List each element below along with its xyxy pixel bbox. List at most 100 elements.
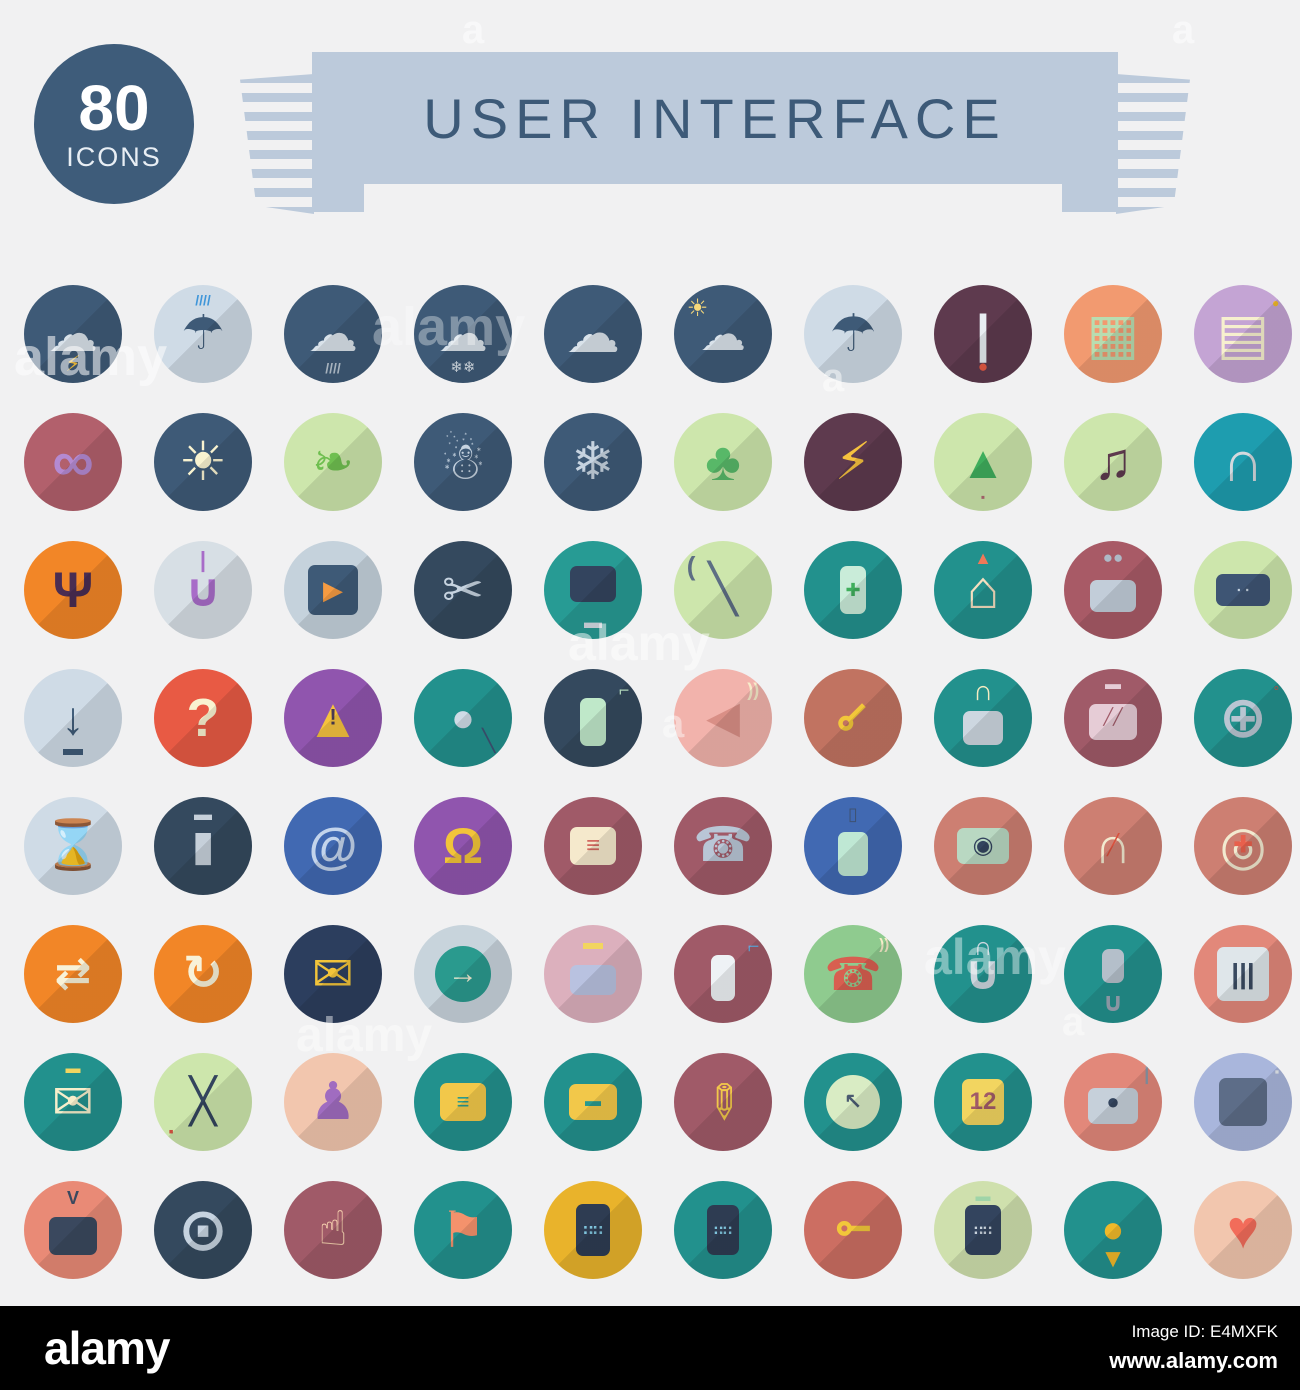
paperclip-icon: ∪ ∩ [934, 925, 1032, 1023]
trash-icon: ▮ ▬ [154, 797, 252, 895]
location-pin-cell: ● ▼ [1048, 1166, 1178, 1294]
key-diagonal-glyph: ⊸ [820, 685, 886, 751]
download-cell: ↓ ▬ [8, 654, 138, 782]
gauge-icon: ∩ ╱ [1064, 797, 1162, 895]
equalizer-icon: ||| [1194, 925, 1292, 1023]
smartphone-apps-glyph: ∷∷ [713, 1222, 733, 1238]
folder-archive-glyph: ▬ [585, 1093, 601, 1110]
radio-plate [1088, 1088, 1138, 1124]
umbrella-rain-glyph: ☂ [181, 307, 225, 360]
play-button-plate [308, 565, 358, 615]
tree-icon: ♣ [674, 413, 772, 511]
cloud-icon: ☁ [544, 285, 642, 383]
film-reel-glyph: ⊕ [1218, 685, 1268, 750]
battery-plate [840, 566, 866, 614]
calendar-cell: 12 [918, 1038, 1048, 1166]
wrench-detail: ( [686, 550, 696, 581]
partly-cloudy-cell: ☁ ☀ [658, 270, 788, 398]
badge-number: 80 [78, 71, 150, 144]
arrow-right-plate [435, 946, 491, 1002]
unlock-detail: ∩ [972, 674, 994, 706]
pine-tree-glyph: ▲ [960, 436, 1006, 488]
question-help-icon: ? [154, 669, 252, 767]
gauge-detail: ╱ [1106, 834, 1120, 857]
sun-icon: ☀ [154, 413, 252, 511]
floppy-disk-cell: ▪ [1178, 1038, 1300, 1166]
download-detail: ▬ [63, 738, 83, 761]
key-cell: ⊸ [788, 1166, 918, 1294]
count-badge: 80 ICONS [34, 44, 194, 204]
lightning-glyph: ⚡ [834, 433, 872, 491]
folder-documents-cell: ≡ [398, 1038, 528, 1166]
film-reel-cell: ⊕ ◦ [1178, 654, 1300, 782]
search-glyph: ● [450, 696, 476, 740]
announcement-detail: )) [747, 679, 760, 700]
floppy-disk-plate [1219, 1078, 1267, 1126]
clapperboard-detail: ▬ [1105, 675, 1121, 693]
warning-glyph: ▲ [305, 686, 361, 749]
ribbon-stripes-left [240, 74, 314, 214]
home-icon: ⌂ ▲ [934, 541, 1032, 639]
gauge-glyph: ∩ [1094, 817, 1132, 875]
battery-glyph: ✚ [845, 580, 861, 600]
snow-cloud-glyph: ☁ [438, 306, 488, 362]
calculator-detail: ▬ [975, 1187, 991, 1205]
mouse-cell: ⌐ [528, 654, 658, 782]
ribbon-fold-right [1062, 184, 1118, 212]
headphones-glyph: ∩ [1222, 429, 1264, 494]
smartphone-apps-plate [707, 1205, 739, 1255]
title-ribbon: USER INTERFACE [312, 52, 1118, 184]
open-mail-cell: ✉ ▬ [8, 1038, 138, 1166]
film-reel-icon: ⊕ ◦ [1194, 669, 1292, 767]
headphones-icon: ∩ [1194, 413, 1292, 511]
open-mail-glyph: ✉ [52, 1074, 94, 1130]
film-strip-glyph: ▦ [1086, 302, 1140, 365]
umbrella-rain-detail: //// [195, 291, 211, 308]
music-note-glyph: ♫ [1093, 433, 1133, 491]
gamepad-cell: ∙ ∙ [1178, 526, 1300, 654]
battery-icon: ✚ [804, 541, 902, 639]
watermark-text: a [462, 8, 485, 52]
search-cell: ● ╲ [398, 654, 528, 782]
lifebuoy-cell: ◎ ✚ [1178, 782, 1300, 910]
hand-pointer-glyph: ☝ [318, 1203, 348, 1256]
tablet-apps-glyph: ∷∷ [583, 1222, 603, 1238]
warning-cell: ▲! [268, 654, 398, 782]
tree-cell: ♣ [658, 398, 788, 526]
power-button-cell: ∪ | [138, 526, 268, 654]
printer-cell: ▬ [528, 910, 658, 1038]
heart-icon: ♥ [1194, 1181, 1292, 1279]
badge-label: ICONS [66, 141, 162, 172]
partly-cloudy-icon: ☁ ☀ [674, 285, 772, 383]
mouse-icon: ⌐ [544, 669, 642, 767]
alamy-logo: alamy [44, 1322, 170, 1374]
storm-cloud-cell: ☁ ⚡ [8, 270, 138, 398]
home-cell: ⌂ ▲ [918, 526, 1048, 654]
tree-glyph: ♣ [705, 432, 741, 492]
wrench-cell: ╲( [658, 526, 788, 654]
thermometer-cell: | ● [918, 270, 1048, 398]
open-mail-detail: ▬ [65, 1059, 81, 1077]
pine-tree-detail: ▪ [980, 490, 986, 505]
hand-pointer-icon: ☝ [284, 1181, 382, 1279]
usb-drive-plate [838, 832, 868, 876]
clapperboard-cell: ╱╱ ▬ [1048, 654, 1178, 782]
paperclip-cell: ∪ ∩ [918, 910, 1048, 1038]
phone-call-icon: ☎)) [804, 925, 902, 1023]
telephone-glyph: ☎ [693, 819, 753, 872]
trash-glyph: ▮ [191, 822, 215, 869]
trash-cell: ▮ ▬ [138, 782, 268, 910]
film-strip-cell: ▦ [1048, 270, 1178, 398]
usb-drive-detail: ▯ [848, 803, 858, 824]
storm-cloud-glyph: ☁ [48, 306, 98, 362]
snowman-glyph: ☃ [439, 433, 487, 491]
user-profile-icon: ♟ [284, 1053, 382, 1151]
key-glyph: ⊸ [833, 1204, 873, 1256]
download-icon: ↓ ▬ [24, 669, 122, 767]
gamepad-glyph: ∙ ∙ [1236, 581, 1250, 599]
footer-info: Image ID: E4MXFK www.alamy.com [1109, 1322, 1278, 1374]
play-button-icon: ▶ [284, 541, 382, 639]
video-camera-cell: ●● [1048, 526, 1178, 654]
lightning-icon: ⚡ [804, 413, 902, 511]
